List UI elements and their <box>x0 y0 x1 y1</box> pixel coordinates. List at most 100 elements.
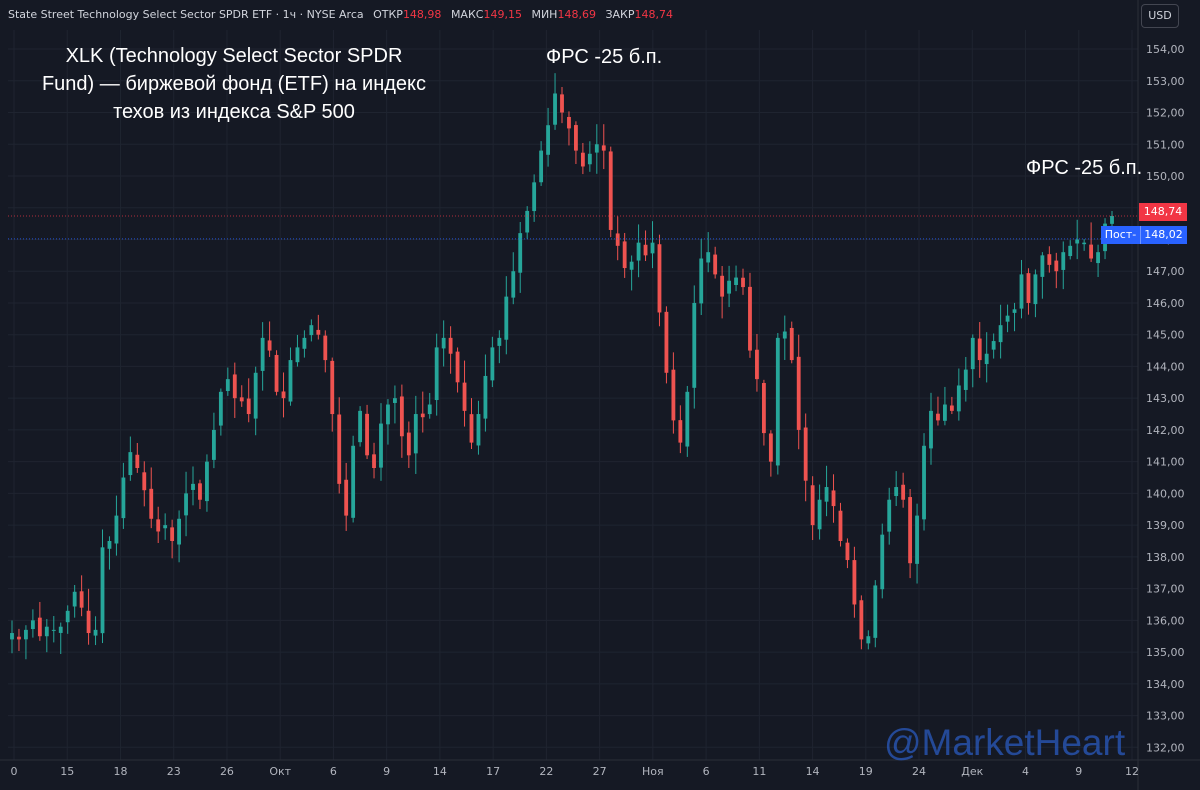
candle-body <box>1096 252 1100 264</box>
candle <box>692 285 697 409</box>
candle <box>657 234 662 327</box>
candle-body <box>142 472 147 491</box>
candle <box>817 484 822 540</box>
candle <box>859 595 864 650</box>
candle-body <box>483 375 488 419</box>
candle-body <box>963 369 968 390</box>
candle <box>17 628 21 652</box>
candle-body <box>316 329 321 335</box>
candle <box>643 230 648 262</box>
candle-body <box>615 233 620 246</box>
candle-body <box>866 636 871 644</box>
candle <box>211 412 216 469</box>
candle-body <box>970 337 975 370</box>
candle-body <box>86 610 91 634</box>
candle-body <box>587 153 592 165</box>
candle-body <box>365 413 369 456</box>
price-axis[interactable]: 132,00 133,00 134,00 135,00 136,00 137,00 138,… <box>1137 0 1185 790</box>
candle <box>86 588 91 645</box>
x-tick-label: 26 <box>220 765 234 778</box>
candle <box>434 333 439 416</box>
symbol-title: State Street Technology Select Sector SP… <box>8 8 364 21</box>
candle <box>580 142 585 175</box>
candle <box>253 366 258 436</box>
candle <box>720 266 725 319</box>
candle <box>956 368 961 421</box>
candle-body <box>462 382 467 411</box>
candle-body <box>1047 254 1052 265</box>
candle-body <box>281 391 286 399</box>
candle <box>727 265 732 308</box>
candle <box>135 443 140 473</box>
candle <box>629 255 634 291</box>
symbol-header: State Street Technology Select Sector SP… <box>8 8 673 21</box>
low-label: МИН <box>531 8 558 21</box>
candle-body <box>942 404 947 421</box>
y-tick-label: 145,00 <box>1146 329 1185 342</box>
candle-body <box>671 369 676 421</box>
candle <box>490 336 495 388</box>
candle <box>420 391 425 433</box>
candle <box>587 141 592 172</box>
candle <box>246 378 251 423</box>
candle-body <box>1082 242 1087 245</box>
candle-body <box>128 452 133 476</box>
candle-body <box>274 354 279 392</box>
candle-body <box>239 397 244 402</box>
candle <box>901 472 906 508</box>
candle <box>239 385 244 407</box>
candle <box>1068 240 1073 260</box>
candle-body <box>358 410 363 443</box>
x-tick-label: Дек <box>961 765 983 778</box>
candle-body <box>44 626 49 637</box>
candle-body <box>309 325 314 336</box>
candle-body <box>887 499 892 532</box>
candle-body <box>622 241 627 269</box>
x-tick-label: 4 <box>1022 765 1029 778</box>
candle <box>93 616 98 646</box>
post-market-tag: Пост- 148,02 <box>1101 226 1187 244</box>
currency-button[interactable]: USD <box>1141 4 1179 28</box>
x-tick-label: 9 <box>383 765 390 778</box>
y-tick-label: 142,00 <box>1146 424 1185 437</box>
candle <box>469 398 474 449</box>
candle <box>1012 302 1017 332</box>
candle <box>908 489 913 579</box>
candle <box>991 333 996 359</box>
candle <box>260 322 265 391</box>
candle-body <box>114 515 119 544</box>
x-tick-label: 9 <box>1075 765 1082 778</box>
candle-body <box>838 510 843 541</box>
candle-body <box>894 487 899 497</box>
x-tick-label: 24 <box>912 765 926 778</box>
candle <box>72 585 77 618</box>
candle <box>803 413 808 502</box>
candle-body <box>455 351 460 383</box>
x-tick-label: 19 <box>859 765 873 778</box>
candle-body <box>504 296 509 340</box>
candle <box>936 396 940 426</box>
time-axis[interactable]: 0 15 18 23 26 Окт 6 9 14 17 22 27 Ноя 6 11 14 19 24 Дек 4 9 1… <box>0 759 1200 778</box>
candle-body <box>629 261 634 270</box>
candle <box>546 107 550 167</box>
x-tick-label: 23 <box>167 765 181 778</box>
candle <box>970 334 975 388</box>
y-tick-label: 154,00 <box>1146 43 1185 56</box>
candle-body <box>1040 255 1045 277</box>
candle <box>810 476 815 541</box>
candle <box>51 616 56 643</box>
candle-body <box>692 302 697 388</box>
y-tick-label: 134,00 <box>1146 678 1185 691</box>
watermark: @MarketHeart <box>884 722 1126 763</box>
candle-body <box>177 518 182 545</box>
candle <box>107 536 112 570</box>
candle-body <box>831 490 836 507</box>
candle-body <box>392 398 397 403</box>
candle-body <box>824 487 829 502</box>
candle-body <box>1054 260 1059 272</box>
candle <box>205 454 209 512</box>
candle <box>574 121 578 165</box>
candle-body <box>713 254 718 275</box>
candle-body <box>574 125 578 151</box>
